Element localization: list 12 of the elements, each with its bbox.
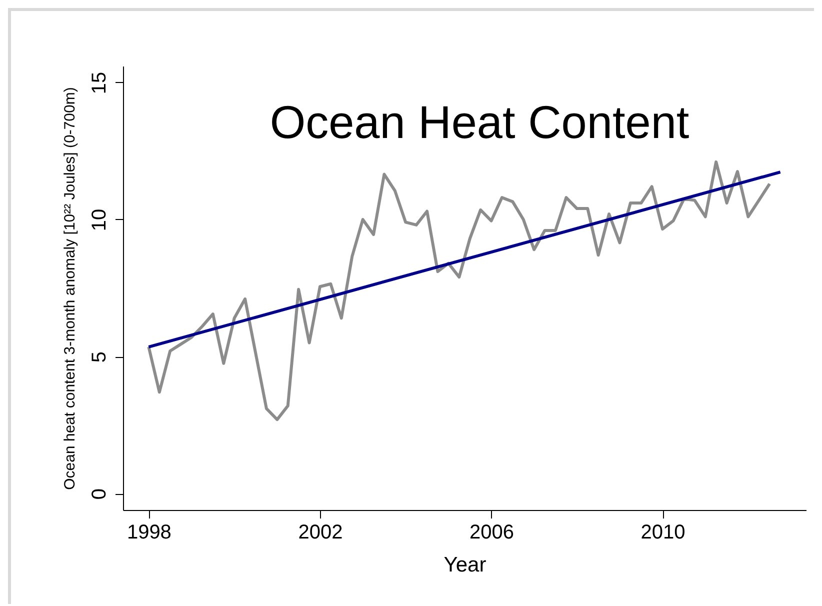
x-tick-label: 1998 — [126, 522, 172, 544]
text: Ocean Heat Content — [270, 96, 690, 148]
x-tick-label: 2010 — [640, 522, 686, 544]
y-tick-label: 0 — [88, 488, 110, 500]
x-tick-label: 2002 — [298, 522, 343, 544]
y-tick-label: 15 — [88, 72, 110, 94]
x-axis-title: Year — [444, 554, 486, 576]
y-axis-title: Ocean heat content 3-month anomaly [10²² Joules] (0-700m) — [62, 87, 78, 490]
y-tick-label: 10 — [88, 208, 110, 232]
y-tick-label: 5 — [88, 351, 110, 363]
line-series — [147, 160, 772, 422]
x-tick-label: 2006 — [470, 522, 514, 544]
